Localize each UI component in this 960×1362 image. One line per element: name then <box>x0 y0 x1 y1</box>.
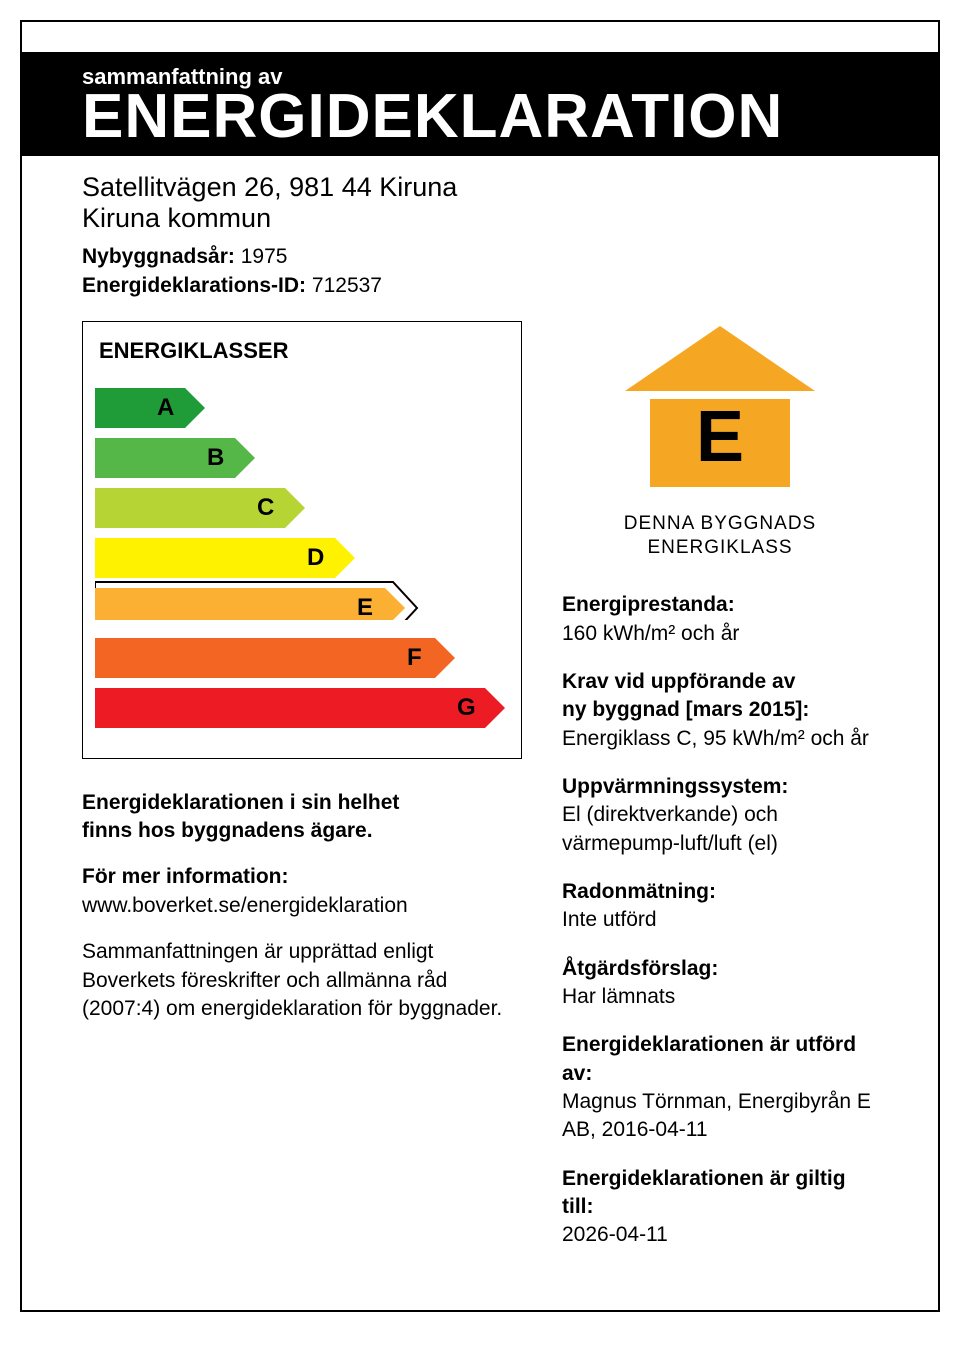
energy-class-arrow-d: D <box>95 538 509 578</box>
req-label-2: ny byggnad [mars 2015]: <box>562 696 878 724</box>
energy-class-arrow-c: C <box>95 488 509 528</box>
energy-class-letter: E <box>357 594 373 622</box>
energy-class-arrow-b: B <box>95 438 509 478</box>
house-icon: E <box>562 321 878 496</box>
action-proposals: Åtgärdsförslag: Har lämnats <box>562 955 878 1012</box>
action-value: Har lämnats <box>562 983 878 1011</box>
house-caption: DENNA BYGGNADS ENERGIKLASS <box>562 512 878 561</box>
footer-text: Sammanfattningen är upprättad enligt Bov… <box>82 938 522 1023</box>
owner-line2: finns hos byggnadens ägare. <box>82 819 373 842</box>
declaration-id-value: 712537 <box>312 274 382 297</box>
radon-label: Radonmätning: <box>562 878 878 906</box>
energy-classes-box: ENERGIKLASSER A B C D E F G <box>82 321 522 759</box>
by-label: Energideklarationen är utförd av: <box>562 1031 878 1088</box>
heating-system: Uppvärmningssystem: El (direktverkande) … <box>562 773 878 858</box>
left-column: ENERGIKLASSER A B C D E F G Energideklaratione… <box>82 321 522 1270</box>
owner-line1: Energideklarationen i sin helhet <box>82 791 399 814</box>
perf-value: 160 kWh/m² och år <box>562 620 878 648</box>
house-caption-line2: ENERGIKLASS <box>647 537 792 558</box>
header-title: ENERGIDEKLARATION <box>82 86 898 148</box>
heat-value: El (direktverkande) och värmepump-luft/l… <box>562 801 878 858</box>
energy-class-arrow-e: E <box>95 588 509 628</box>
energy-class-arrow-g: G <box>95 688 509 728</box>
req-label-1: Krav vid uppförande av <box>562 668 878 696</box>
left-info-text: Energideklarationen i sin helhet finns h… <box>82 789 522 1023</box>
energy-performance: Energiprestanda: 160 kWh/m² och år <box>562 591 878 648</box>
address-line2: Kiruna kommun <box>82 203 878 234</box>
energy-class-arrow-a: A <box>95 388 509 428</box>
declaration-id-line: Energideklarations-ID: 712537 <box>82 271 878 300</box>
header-bar: sammanfattning av ENERGIDEKLARATION <box>22 52 938 156</box>
new-building-requirement: Krav vid uppförande av ny byggnad [mars … <box>562 668 878 753</box>
declaration-id-label: Energideklarations-ID: <box>82 274 306 297</box>
energy-declaration-page: sammanfattning av ENERGIDEKLARATION Sate… <box>20 20 940 1312</box>
by-value-2: AB, 2016-04-11 <box>562 1116 878 1144</box>
build-year-value: 1975 <box>241 245 288 268</box>
energy-class-letter: B <box>207 444 224 472</box>
heat-label: Uppvärmningssystem: <box>562 773 878 801</box>
build-year-label: Nybyggnadsår: <box>82 245 235 268</box>
house-roof-icon <box>625 326 815 391</box>
by-value-1: Magnus Törnman, Energibyrån E <box>562 1088 878 1116</box>
action-label: Åtgärdsförslag: <box>562 955 878 983</box>
energy-class-arrow-f: F <box>95 638 509 678</box>
radon-value: Inte utförd <box>562 906 878 934</box>
performed-by: Energideklarationen är utförd av: Magnus… <box>562 1031 878 1144</box>
req-value: Energiklass C, 95 kWh/m² och år <box>562 725 878 753</box>
energy-class-letter: A <box>157 394 174 422</box>
more-info-url: www.boverket.se/energideklaration <box>82 894 408 917</box>
energy-class-letter: F <box>407 644 422 672</box>
main-columns: ENERGIKLASSER A B C D E F G Energideklaratione… <box>22 321 938 1270</box>
house-caption-line1: DENNA BYGGNADS <box>624 513 816 534</box>
energy-class-letter: D <box>307 544 324 572</box>
build-year-line: Nybyggnadsår: 1975 <box>82 242 878 271</box>
more-info-label: För mer information: <box>82 865 289 888</box>
energy-classes-title: ENERGIKLASSER <box>95 338 509 364</box>
energy-class-arrows: A B C D E F G <box>95 388 509 728</box>
perf-label: Energiprestanda: <box>562 591 878 619</box>
radon-measurement: Radonmätning: Inte utförd <box>562 878 878 935</box>
address-line1: Satellitvägen 26, 981 44 Kiruna <box>82 172 878 203</box>
energy-class-letter: G <box>457 694 476 722</box>
house-class-letter: E <box>696 397 744 477</box>
energy-class-letter: C <box>257 494 274 522</box>
valid-label: Energideklarationen är giltig till: <box>562 1165 878 1222</box>
address-block: Satellitvägen 26, 981 44 Kiruna Kiruna k… <box>22 156 938 321</box>
right-column: E DENNA BYGGNADS ENERGIKLASS Energiprest… <box>562 321 878 1270</box>
valid-value: 2026-04-11 <box>562 1221 878 1249</box>
valid-until: Energideklarationen är giltig till: 2026… <box>562 1165 878 1250</box>
